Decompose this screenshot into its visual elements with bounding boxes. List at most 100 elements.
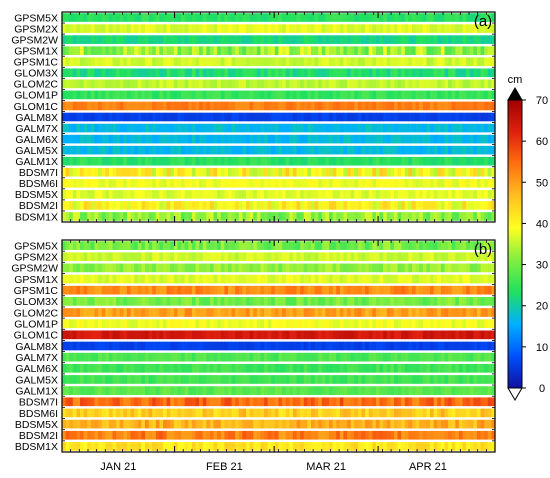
heatmap-cell (408, 145, 413, 155)
heatmap-cell (451, 68, 456, 78)
heatmap-cell (426, 375, 431, 384)
heatmap-cell (235, 13, 240, 22)
heatmap-cell (274, 285, 279, 295)
heatmap-cell (224, 363, 229, 373)
heatmap-cell (87, 68, 92, 78)
heatmap-cell (112, 274, 117, 284)
heatmap-cell (87, 442, 92, 451)
heatmap-cell (357, 156, 362, 166)
heatmap-cell (123, 442, 128, 451)
heatmap-cell (491, 408, 496, 418)
heatmap-cell (264, 46, 269, 55)
heatmap-cell (318, 35, 323, 44)
heatmap-cell (462, 442, 467, 451)
heatmap-cell (184, 179, 189, 188)
heatmap-cell (393, 408, 398, 418)
heatmap-cell (430, 13, 435, 22)
heatmap-cell (397, 375, 402, 384)
heatmap-cell (80, 419, 85, 429)
heatmap-cell (220, 363, 225, 373)
heatmap-cell (444, 408, 449, 418)
heatmap-cell (144, 419, 149, 429)
heatmap-cell (173, 13, 178, 22)
heatmap-cell (451, 319, 456, 329)
heatmap-cell (361, 190, 366, 199)
heatmap-cell (152, 252, 157, 262)
heatmap-cell (278, 319, 283, 329)
heatmap-cell (336, 386, 341, 395)
heatmap-cell (119, 263, 124, 273)
heatmap-cell (163, 179, 168, 188)
heatmap-cell (365, 201, 370, 210)
heatmap-cell (220, 252, 225, 262)
heatmap-cell (401, 263, 406, 273)
heatmap-cell (206, 79, 211, 89)
heatmap-cell (76, 201, 81, 210)
heatmap-cell (72, 308, 77, 317)
heatmap-cell (350, 285, 355, 295)
heatmap-cell (159, 13, 164, 22)
heatmap-cell (274, 430, 279, 440)
panel-b: GPSM5XGPSM2XGPSM2WGPSM1XGPSM1CGLOM3XGLOM… (11, 239, 496, 453)
heatmap-cell (444, 167, 449, 177)
heatmap-cell (65, 145, 70, 155)
heatmap-cell (448, 179, 453, 188)
heatmap-cell (264, 397, 269, 407)
heatmap-cell (130, 24, 135, 33)
heatmap-cell (318, 419, 323, 429)
heatmap-cell (314, 352, 319, 362)
heatmap-cell (227, 112, 232, 122)
heatmap-cell (393, 363, 398, 373)
heatmap-cell (415, 145, 420, 155)
heatmap-cell (271, 252, 276, 262)
heatmap-cell (292, 46, 297, 55)
heatmap-cell (343, 386, 348, 395)
heatmap-cell (296, 252, 301, 262)
heatmap-cell (119, 90, 124, 100)
heatmap-cell (274, 408, 279, 418)
heatmap-cell (350, 274, 355, 284)
heatmap-cell (141, 397, 146, 407)
heatmap-cell (469, 274, 474, 284)
heatmap-cell (347, 201, 352, 210)
heatmap-cell (444, 319, 449, 329)
row-label: GPSM2X (14, 252, 58, 264)
heatmap-cell (462, 408, 467, 418)
heatmap-cell (188, 24, 193, 33)
heatmap-cell (357, 363, 362, 373)
row-label: BDSM6I (19, 408, 58, 420)
heatmap-cell (246, 352, 251, 362)
heatmap-cell (491, 57, 496, 67)
heatmap-cell (112, 430, 117, 440)
heatmap-cell (137, 352, 142, 362)
heatmap-cell (195, 375, 200, 384)
heatmap-cell (343, 408, 348, 418)
heatmap-cell (224, 79, 229, 89)
heatmap-cell (372, 79, 377, 89)
heatmap-cell (412, 24, 417, 33)
heatmap-cell (130, 430, 135, 440)
heatmap-cell (372, 419, 377, 429)
heatmap-cell (408, 408, 413, 418)
heatmap-cell (491, 24, 496, 33)
heatmap-cell (329, 123, 334, 133)
heatmap-cell (69, 190, 74, 199)
heatmap-cell (343, 101, 348, 111)
heatmap-cell (181, 35, 186, 44)
heatmap-cell (462, 419, 467, 429)
heatmap-cell (325, 408, 330, 418)
heatmap-cell (419, 145, 424, 155)
heatmap-cell (274, 57, 279, 67)
heatmap-cell (307, 419, 312, 429)
heatmap-cell (462, 386, 467, 395)
heatmap-cell (206, 134, 211, 144)
heatmap-cell (336, 24, 341, 33)
heatmap-cell (354, 79, 359, 89)
heatmap-cell (321, 79, 326, 89)
heatmap-cell (199, 212, 204, 221)
heatmap-cell (166, 442, 171, 451)
heatmap-cell (144, 13, 149, 22)
heatmap-cell (231, 419, 236, 429)
heatmap-cell (123, 419, 128, 429)
heatmap-cell (271, 274, 276, 284)
